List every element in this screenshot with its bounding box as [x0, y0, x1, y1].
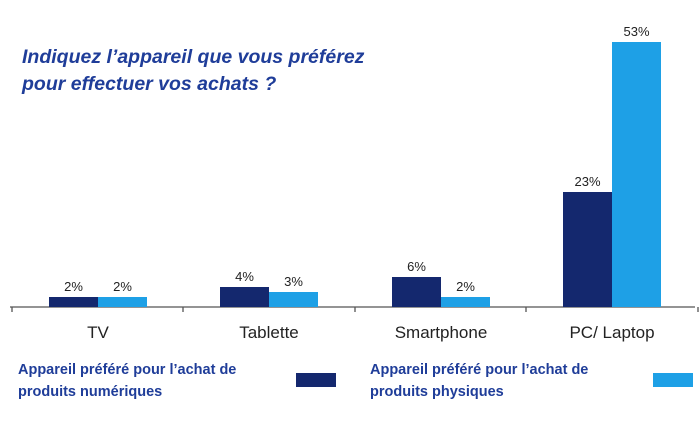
category-label: Tablette [239, 323, 299, 342]
data-label: 23% [574, 174, 600, 189]
bar-physical-0 [98, 297, 147, 307]
legend-item-digital: Appareil préféré pour l’achat de produit… [18, 359, 236, 403]
category-label: TV [87, 323, 109, 342]
data-label: 53% [623, 24, 649, 39]
chart-title-line-1: Indiquez l’appareil que vous préférez [22, 46, 365, 68]
chart-title: Indiquez l’appareil que vous préférez po… [22, 44, 482, 98]
bar-digital-0 [49, 297, 98, 307]
legend-label-physical: Appareil préféré pour l’achat de produit… [370, 362, 589, 400]
chart-title-line-2: pour effectuer vos achats ? [22, 73, 277, 95]
data-label: 6% [407, 259, 426, 274]
data-label: 3% [284, 274, 303, 289]
data-label: 2% [64, 279, 83, 294]
data-label: 4% [235, 269, 254, 284]
bar-physical-1 [269, 292, 318, 307]
bar-digital-2 [392, 277, 441, 307]
bar-digital-3 [563, 192, 612, 307]
legend-swatch-digital [296, 373, 336, 387]
category-label: Smartphone [395, 323, 488, 342]
legend-item-physical: Appareil préféré pour l’achat de produit… [370, 359, 588, 403]
bar-physical-3 [612, 42, 661, 307]
legend-label-digital: Appareil préféré pour l’achat de produit… [18, 362, 237, 400]
category-label: PC/ Laptop [569, 323, 654, 342]
bar-physical-2 [441, 297, 490, 307]
bar-digital-1 [220, 287, 269, 307]
legend-swatch-physical [653, 373, 693, 387]
data-label: 2% [113, 279, 132, 294]
data-label: 2% [456, 279, 475, 294]
